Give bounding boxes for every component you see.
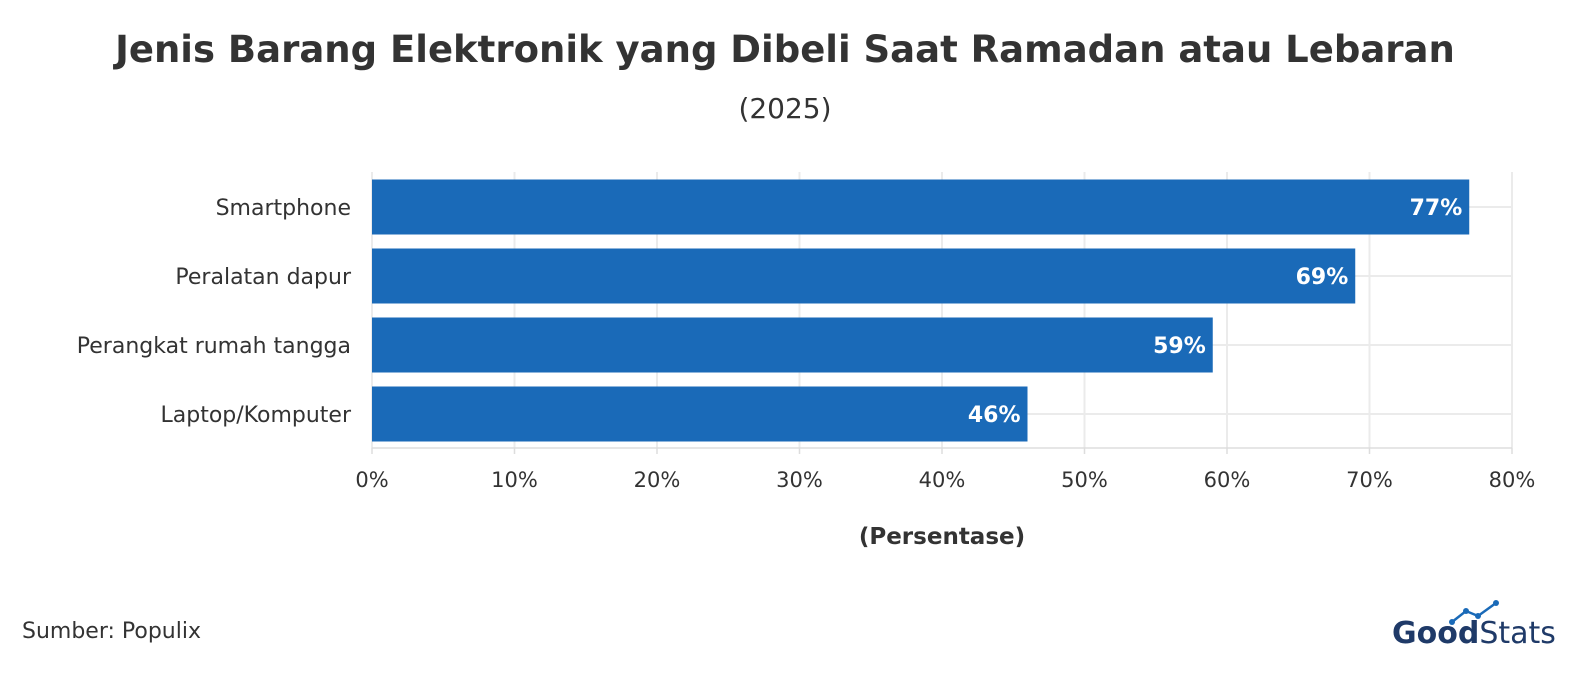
x-tick-label: 70% [1346,468,1393,492]
source-note: Sumber: Populix [22,619,201,644]
data-label: 69% [1296,265,1349,290]
bar [372,248,1356,304]
x-tick-label: 20% [634,468,681,492]
bar [372,179,1470,235]
bars [372,179,1470,442]
category-label: Peralatan dapur [175,265,352,290]
category-label: Laptop/Komputer [160,403,351,428]
x-tick-label: 40% [919,468,966,492]
data-label: 77% [1410,196,1463,221]
category-label: Smartphone [216,196,351,221]
x-axis-label: (Persentase) [859,524,1025,550]
logo-trend-dot [1493,600,1499,606]
category-label: Perangkat rumah tangga [77,334,351,359]
chart-subtitle: (2025) [738,92,831,125]
bar [372,386,1028,442]
svg-text:GoodStats: GoodStats [1392,616,1556,651]
goodstats-logo: GoodStats [1392,600,1556,651]
x-tick-label: 80% [1489,468,1536,492]
logo-trend-dot [1463,608,1469,614]
x-tick-label: 0% [355,468,388,492]
data-labels: 77% 69% 59% 46% [968,196,1462,428]
chart-title: Jenis Barang Elektronik yang Dibeli Saat… [112,28,1455,71]
logo-trend-icon [1451,601,1497,623]
x-tick-label: 10% [491,468,538,492]
data-label: 46% [968,403,1021,428]
data-label: 59% [1153,334,1206,359]
x-tick-labels: 0% 10% 20% 30% 40% 50% 60% 70% 80% [355,468,1535,492]
logo-trend-dot [1475,613,1481,619]
x-tick-label: 60% [1204,468,1251,492]
x-tick-label: 50% [1061,468,1108,492]
logo-good-text: Good [1392,616,1479,651]
logo-trend-dot [1449,619,1455,625]
x-tick-label: 30% [776,468,823,492]
bar [372,317,1213,373]
logo-stats-text: Stats [1479,616,1556,651]
category-labels: Smartphone Peralatan dapur Perangkat rumah… [77,196,352,428]
